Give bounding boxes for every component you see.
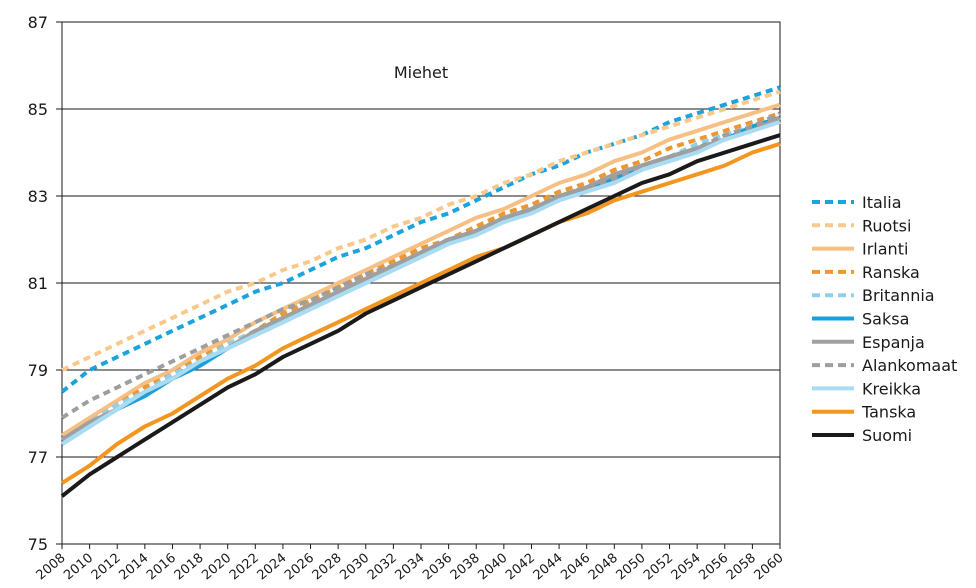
- series-line-britannia: [60, 115, 781, 442]
- y-tick-label: 75: [28, 535, 48, 554]
- legend-label-saksa: Saksa: [862, 310, 909, 329]
- x-tick-label: 2050: [614, 551, 649, 584]
- series-lines: [60, 85, 781, 498]
- x-tick-label: 2012: [89, 551, 124, 584]
- x-tick-label: 2030: [337, 551, 372, 584]
- series-line-kreikka: [60, 120, 781, 446]
- x-tick-label: 2042: [503, 551, 538, 584]
- series-line-ruotsi: [61, 89, 781, 372]
- x-tick-label: 2032: [365, 551, 400, 584]
- x-tick-label: 2048: [586, 551, 621, 584]
- x-tick-labels: 2008201020122014201620182020202220242026…: [34, 551, 787, 584]
- x-tick-label: 2014: [116, 551, 151, 584]
- chart-title: Miehet: [394, 63, 448, 82]
- x-tick-label: 2028: [310, 551, 345, 584]
- x-tick-label: 2060: [752, 551, 787, 584]
- x-tick-label: 2040: [475, 551, 510, 584]
- y-tick-label: 79: [28, 361, 48, 380]
- x-tick-label: 2044: [531, 551, 566, 584]
- legend-label-britannia: Britannia: [862, 286, 935, 305]
- y-tick-label: 85: [28, 100, 48, 119]
- y-tick-label: 77: [28, 448, 48, 467]
- x-tick-label: 2008: [34, 551, 69, 584]
- legend-label-ranska: Ranska: [862, 263, 920, 282]
- x-tick-label: 2022: [227, 551, 262, 584]
- series-line-italia: [60, 85, 781, 394]
- legend-label-tanska: Tanska: [861, 403, 916, 422]
- x-tick-label: 2056: [696, 551, 731, 584]
- y-tick-label: 87: [28, 13, 48, 32]
- legend-label-suomi: Suomi: [862, 426, 912, 445]
- series-line-alankomaat: [60, 111, 781, 420]
- x-tick-label: 2026: [282, 551, 317, 584]
- y-tick-labels: 75 77 79 81 83 85 87: [28, 13, 48, 554]
- x-tick-label: 2020: [199, 551, 234, 584]
- legend-label-kreikka: Kreikka: [862, 379, 921, 398]
- x-tick-label: 2058: [724, 551, 759, 584]
- series-line-suomi: [60, 133, 781, 498]
- series-line-ranska: [60, 111, 781, 442]
- legend-label-italia: Italia: [862, 193, 902, 212]
- series-line-espanja: [60, 115, 781, 442]
- legend-label-irlanti: Irlanti: [862, 240, 908, 259]
- x-tick-label: 2034: [393, 551, 428, 584]
- x-tick-label: 2052: [641, 551, 676, 584]
- x-tick-label: 2036: [420, 551, 455, 584]
- legend-label-espanja: Espanja: [862, 333, 925, 352]
- x-tick-label: 2010: [61, 551, 96, 584]
- y-tick-label: 83: [28, 187, 48, 206]
- x-tick-label: 2016: [144, 551, 179, 584]
- series-line-tanska: [60, 141, 781, 485]
- x-tick-label: 2018: [172, 551, 207, 584]
- x-tick-label: 2024: [255, 551, 290, 584]
- x-tick-label: 2038: [448, 551, 483, 584]
- series-line-irlanti: [60, 102, 781, 437]
- axes: [56, 21, 781, 549]
- legend: Italia Ruotsi Irlanti Ranska Britannia Saksa E…: [812, 193, 957, 445]
- y-tick-label: 81: [28, 274, 48, 293]
- legend-label-alankomaat: Alankomaat: [862, 356, 957, 375]
- x-tick-label: 2046: [558, 551, 593, 584]
- legend-label-ruotsi: Ruotsi: [862, 216, 911, 235]
- x-tick-label: 2054: [669, 551, 704, 584]
